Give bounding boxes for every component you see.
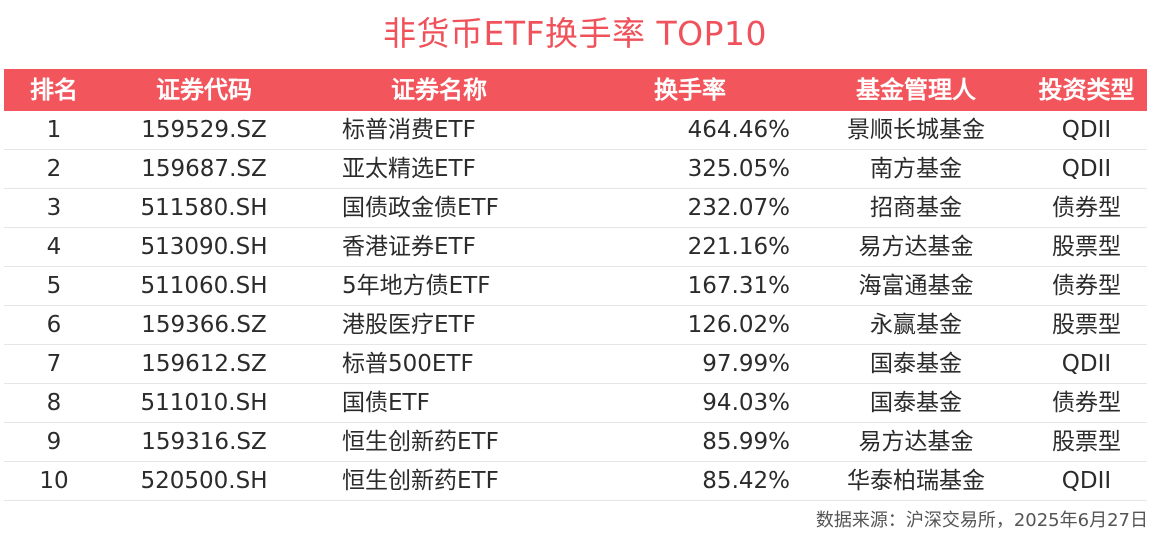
cell-turnover-rate: 464.46% [574, 111, 806, 150]
cell-security-code: 511010.SH [104, 383, 304, 423]
table-row: 9 159316.SZ 恒生创新药ETF 85.99% 易方达基金 股票型 [4, 422, 1147, 462]
cell-turnover-rate: 126.02% [574, 305, 806, 345]
cell-fund-manager: 南方基金 [806, 149, 1026, 189]
cell-turnover-rate: 85.42% [574, 461, 806, 501]
cell-security-name: 亚太精选ETF [304, 149, 574, 189]
cell-investment-type: QDII [1026, 149, 1147, 189]
cell-fund-manager: 景顺长城基金 [806, 111, 1026, 150]
cell-security-name: 5年地方债ETF [304, 266, 574, 306]
table-row: 7 159612.SZ 标普500ETF 97.99% 国泰基金 QDII [4, 344, 1147, 384]
cell-fund-manager: 永赢基金 [806, 305, 1026, 345]
cell-security-name: 国债ETF [304, 383, 574, 423]
cell-rank: 8 [4, 383, 104, 423]
cell-investment-type: 股票型 [1026, 227, 1147, 267]
cell-security-code: 159316.SZ [104, 422, 304, 462]
header-rank: 排名 [30, 76, 78, 104]
cell-turnover-rate: 232.07% [574, 188, 806, 228]
header-investment-type: 投资类型 [1038, 76, 1135, 104]
cell-rank: 4 [4, 227, 104, 267]
cell-rank: 7 [4, 344, 104, 384]
cell-security-name: 香港证券ETF [304, 227, 574, 267]
table-row: 8 511010.SH 国债ETF 94.03% 国泰基金 债券型 [4, 383, 1147, 423]
cell-security-code: 159612.SZ [104, 344, 304, 384]
cell-investment-type: 股票型 [1026, 305, 1147, 345]
cell-security-code: 511060.SH [104, 266, 304, 306]
table-row: 4 513090.SH 香港证券ETF 221.16% 易方达基金 股票型 [4, 227, 1147, 267]
cell-fund-manager: 招商基金 [806, 188, 1026, 228]
cell-turnover-rate: 325.05% [574, 149, 806, 189]
header-security-name: 证券名称 [391, 76, 487, 104]
cell-security-name: 恒生创新药ETF [304, 461, 574, 501]
cell-turnover-rate: 221.16% [574, 227, 806, 267]
header-fund-manager: 基金管理人 [856, 76, 976, 104]
table-row: 3 511580.SH 国债政金债ETF 232.07% 招商基金 债券型 [4, 188, 1147, 228]
cell-investment-type: 债券型 [1026, 188, 1147, 228]
cell-investment-type: QDII [1026, 344, 1147, 384]
header-turnover-rate: 换手率 [654, 76, 726, 104]
cell-fund-manager: 易方达基金 [806, 227, 1026, 267]
cell-fund-manager: 易方达基金 [806, 422, 1026, 462]
cell-security-name: 港股医疗ETF [304, 305, 574, 345]
cell-security-code: 511580.SH [104, 188, 304, 228]
cell-security-name: 标普消费ETF [304, 111, 574, 150]
table-header-row: 排名 证券代码 证券名称 换手率 基金管理人 投资类型 [4, 69, 1147, 111]
header-security-code: 证券代码 [156, 76, 252, 104]
cell-investment-type: QDII [1026, 111, 1147, 150]
cell-investment-type: 股票型 [1026, 422, 1147, 462]
cell-security-code: 159529.SZ [104, 111, 304, 150]
cell-investment-type: QDII [1026, 461, 1147, 501]
cell-rank: 5 [4, 266, 104, 306]
cell-turnover-rate: 85.99% [574, 422, 806, 462]
cell-fund-manager: 海富通基金 [806, 266, 1026, 306]
cell-security-code: 159687.SZ [104, 149, 304, 189]
cell-fund-manager: 国泰基金 [806, 383, 1026, 423]
table-row: 1 159529.SZ 标普消费ETF 464.46% 景顺长城基金 QDII [4, 111, 1147, 150]
cell-fund-manager: 国泰基金 [806, 344, 1026, 384]
cell-turnover-rate: 167.31% [574, 266, 806, 306]
cell-rank: 3 [4, 188, 104, 228]
cell-investment-type: 债券型 [1026, 266, 1147, 306]
data-source-note: 数据来源：沪深交易所，2025年6月27日 [815, 510, 1148, 531]
cell-fund-manager: 华泰柏瑞基金 [806, 461, 1026, 501]
cell-investment-type: 债券型 [1026, 383, 1147, 423]
table-body: 1 159529.SZ 标普消费ETF 464.46% 景顺长城基金 QDII … [4, 111, 1147, 501]
cell-rank: 6 [4, 305, 104, 345]
cell-security-code: 520500.SH [104, 461, 304, 501]
cell-security-code: 159366.SZ [104, 305, 304, 345]
cell-security-name: 恒生创新药ETF [304, 422, 574, 462]
table-row: 6 159366.SZ 港股医疗ETF 126.02% 永赢基金 股票型 [4, 305, 1147, 345]
cell-rank: 1 [4, 111, 104, 150]
cell-rank: 9 [4, 422, 104, 462]
cell-rank: 2 [4, 149, 104, 189]
cell-turnover-rate: 94.03% [574, 383, 806, 423]
table-row: 5 511060.SH 5年地方债ETF 167.31% 海富通基金 债券型 [4, 266, 1147, 306]
cell-security-name: 国债政金债ETF [304, 188, 574, 228]
turnover-ranking-table: 排名 证券代码 证券名称 换手率 基金管理人 投资类型 1 159529.SZ … [4, 69, 1147, 501]
cell-security-code: 513090.SH [104, 227, 304, 267]
cell-security-name: 标普500ETF [304, 344, 574, 384]
cell-turnover-rate: 97.99% [574, 344, 806, 384]
table-row: 10 520500.SH 恒生创新药ETF 85.42% 华泰柏瑞基金 QDII [4, 461, 1147, 501]
cell-rank: 10 [4, 461, 104, 501]
page-title: 非货币ETF换手率 TOP10 [382, 14, 767, 53]
table-header: 排名 证券代码 证券名称 换手率 基金管理人 投资类型 [4, 69, 1147, 111]
table-row: 2 159687.SZ 亚太精选ETF 325.05% 南方基金 QDII [4, 149, 1147, 189]
